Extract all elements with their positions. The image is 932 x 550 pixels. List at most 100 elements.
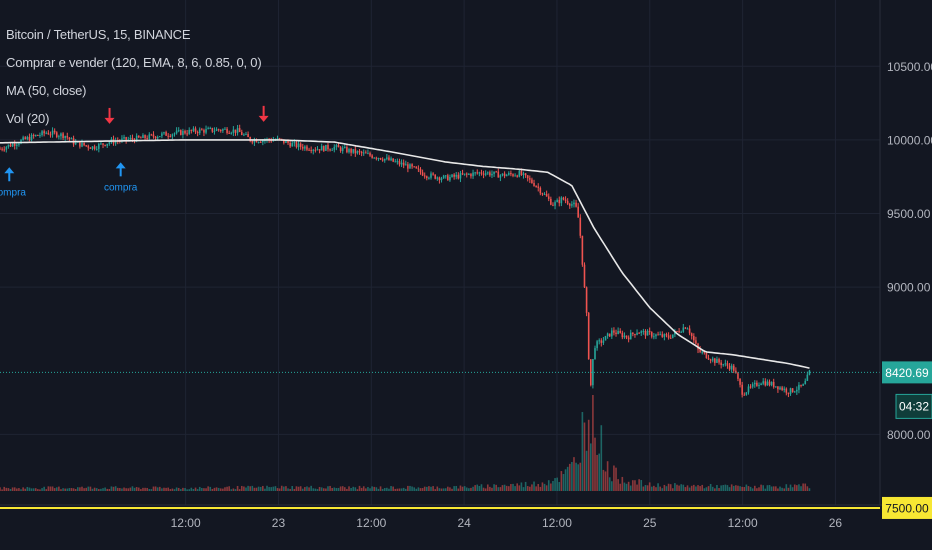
volume-bar bbox=[331, 488, 333, 491]
candle-body bbox=[695, 340, 697, 344]
volume-bar bbox=[560, 471, 563, 491]
volume-bar bbox=[735, 485, 737, 491]
volume-bar bbox=[751, 488, 754, 491]
volume-bar bbox=[465, 487, 468, 491]
candle-body bbox=[499, 175, 502, 178]
candle-body bbox=[501, 173, 504, 176]
volume-bar bbox=[476, 484, 479, 491]
volume-bar bbox=[541, 482, 544, 491]
ma-legend[interactable]: MA (50, close) bbox=[6, 83, 87, 98]
candle-body bbox=[339, 147, 342, 151]
volume-bar bbox=[278, 488, 281, 491]
volume-bar bbox=[726, 485, 729, 491]
candle-body bbox=[114, 140, 117, 144]
volume-bar bbox=[756, 488, 758, 491]
hline-badge bbox=[882, 496, 932, 519]
volume-bar bbox=[238, 489, 241, 491]
candle-body bbox=[655, 334, 657, 337]
volume-bar bbox=[129, 487, 132, 491]
volume-bar bbox=[388, 488, 390, 491]
volume-bar bbox=[192, 488, 195, 491]
candle-body bbox=[611, 330, 613, 337]
candle-body bbox=[629, 332, 632, 340]
volume-bar bbox=[352, 486, 355, 491]
candle-body bbox=[802, 384, 804, 386]
volume-bar bbox=[409, 485, 411, 491]
volume-bar bbox=[102, 488, 104, 491]
candle-body bbox=[205, 128, 207, 133]
candle-body bbox=[684, 327, 687, 329]
candle-body bbox=[224, 128, 226, 130]
volume-bar bbox=[283, 486, 285, 491]
volume-bar bbox=[108, 488, 111, 491]
volume-bar bbox=[182, 487, 184, 491]
candle-body bbox=[745, 392, 748, 395]
volume-bar bbox=[648, 482, 651, 491]
candle-body bbox=[758, 385, 760, 387]
volume-bar bbox=[512, 483, 514, 491]
candle-body bbox=[129, 137, 132, 140]
candle-body bbox=[91, 146, 94, 149]
candle-body bbox=[663, 334, 666, 337]
volume-bar bbox=[9, 488, 12, 491]
candle-body bbox=[26, 136, 29, 140]
candle-body bbox=[89, 147, 92, 149]
volume-bar bbox=[629, 485, 632, 491]
symbol-title[interactable]: Bitcoin / TetherUS, 15, BINANCE bbox=[6, 27, 191, 42]
time-axis[interactable]: 12:00 23 12:00 24 12:00 25 12:00 26 bbox=[171, 516, 843, 530]
candle-body bbox=[720, 362, 722, 366]
candle-body bbox=[356, 151, 359, 154]
candle-body bbox=[688, 328, 691, 334]
volume-bar bbox=[79, 487, 81, 491]
indicator-legend[interactable]: Comprar e vender (120, EMA, 8, 6, 0.85, … bbox=[6, 55, 262, 70]
candle-body bbox=[661, 334, 664, 337]
candle-body bbox=[753, 382, 756, 385]
candle-body bbox=[318, 149, 321, 151]
volume-bar bbox=[718, 488, 720, 491]
candle-body bbox=[575, 202, 577, 207]
candle-body bbox=[526, 175, 529, 179]
candle-body bbox=[543, 194, 546, 196]
volume-bar bbox=[783, 488, 786, 491]
candle-body bbox=[70, 138, 73, 140]
volume-bar bbox=[707, 486, 710, 491]
volume-bar bbox=[714, 488, 716, 491]
candle-body bbox=[262, 140, 264, 143]
volume-bar bbox=[234, 489, 237, 491]
volume-bar bbox=[779, 486, 781, 491]
candle-body bbox=[638, 332, 640, 334]
candle-body bbox=[617, 330, 619, 335]
volume-bar bbox=[777, 488, 779, 491]
price-axis[interactable]: 10500.00 10000.00 9500.00 9000.00 8000.00 bbox=[887, 60, 932, 442]
volume-bar bbox=[697, 485, 699, 491]
volume-bar bbox=[693, 484, 695, 491]
volume-bar bbox=[489, 486, 491, 491]
candle-body bbox=[377, 158, 380, 160]
candle-body bbox=[272, 140, 275, 142]
volume-bar bbox=[310, 485, 312, 491]
candle-body bbox=[331, 149, 333, 151]
volume-bar bbox=[438, 488, 441, 491]
candle-body bbox=[169, 136, 172, 138]
candle-body bbox=[247, 134, 249, 138]
candle-body bbox=[28, 136, 31, 141]
candle-body bbox=[594, 348, 596, 360]
volume-bar bbox=[297, 486, 300, 491]
volume-bar bbox=[724, 484, 727, 491]
candle-body bbox=[383, 158, 386, 161]
candle-body bbox=[550, 198, 552, 205]
candle-body bbox=[796, 389, 798, 392]
volume-bar bbox=[638, 479, 640, 491]
volume-bar bbox=[581, 412, 584, 491]
candle-body bbox=[772, 381, 775, 388]
volume-legend[interactable]: Vol (20) bbox=[6, 111, 50, 126]
candle-body bbox=[348, 149, 350, 153]
volume-bar bbox=[566, 466, 569, 491]
candle-body bbox=[440, 178, 443, 181]
candle-body bbox=[787, 392, 790, 394]
volume-bar bbox=[106, 488, 109, 491]
candle-body bbox=[722, 364, 725, 366]
volume-bar bbox=[249, 486, 251, 491]
candle-body bbox=[278, 138, 281, 140]
